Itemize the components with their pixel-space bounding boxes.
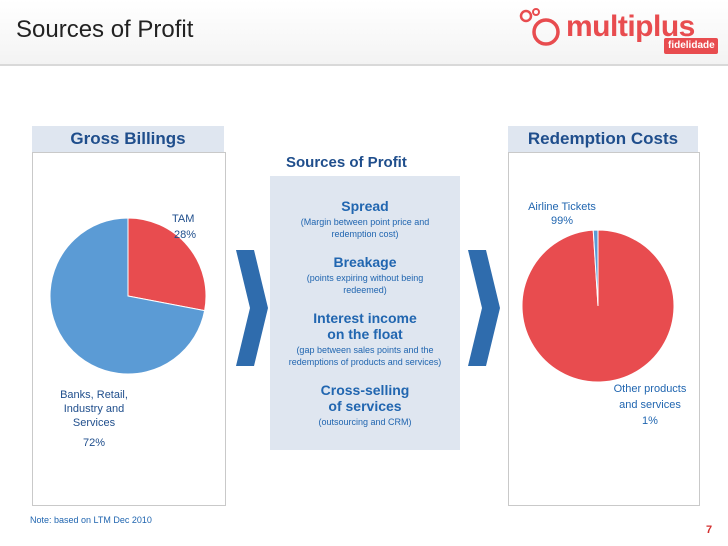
- pie-label-banks: Banks, Retail,: [60, 389, 128, 401]
- logo-circles-icon: [519, 8, 718, 54]
- source-cross-selling: Cross-selling of services (outsourcing a…: [270, 382, 460, 428]
- source-head: Cross-selling: [320, 382, 410, 398]
- source-sub-2: redeemed): [343, 285, 387, 295]
- gross-billings-title: Gross Billings: [32, 126, 224, 152]
- source-head-2: on the float: [327, 326, 403, 342]
- gross-billings-pie: [49, 217, 207, 375]
- pie-label-banks-3: Services: [72, 417, 116, 429]
- source-sub-2: redemptions of products and services): [288, 357, 442, 367]
- source-sub-2: redemption cost): [331, 229, 399, 239]
- pie-label-tam-pct: 28%: [174, 229, 197, 241]
- pie-label-airline-pct: 99%: [550, 215, 574, 227]
- source-head-2: of services: [328, 398, 402, 414]
- center-title: Sources of Profit: [286, 154, 407, 171]
- pie-label-airline: Airline Tickets: [528, 201, 596, 213]
- source-interest: Interest income on the float (gap betwee…: [270, 310, 460, 368]
- source-breakage: Breakage (points expiring without being …: [270, 254, 460, 296]
- pie-slice: [127, 217, 207, 312]
- pie-label-other-2: and services: [619, 399, 681, 411]
- logo-text: multiplus: [566, 10, 695, 43]
- logo-subtext: fidelidade: [668, 40, 715, 51]
- header-divider: [0, 64, 728, 66]
- pie-label-tam: TAM: [172, 213, 195, 225]
- pie-label-banks-2: Industry and: [63, 403, 125, 415]
- right-arrow-icon: [468, 250, 500, 366]
- footnote: Note: based on LTM Dec 2010: [30, 515, 152, 525]
- page-number: 7: [706, 524, 713, 536]
- source-sub: (points expiring without being: [306, 273, 424, 283]
- pie-slice: [49, 217, 206, 375]
- header-bar: [0, 0, 728, 64]
- right-arrow-icon: [236, 250, 268, 366]
- pie-label-other-pct: 1%: [642, 415, 658, 427]
- sources-box: [270, 176, 460, 450]
- source-sub: (outsourcing and CRM): [318, 417, 412, 427]
- pie-label-banks-pct: 72%: [82, 437, 106, 449]
- source-spread: Spread (Margin between point price and r…: [270, 198, 460, 240]
- source-head: Spread: [341, 198, 389, 214]
- redemption-costs-title: Redemption Costs: [508, 126, 698, 152]
- pie-label-other: Other products: [613, 383, 687, 395]
- pie-slice: [592, 229, 599, 307]
- multiplus-logo: multiplus fidelidade: [518, 6, 718, 58]
- page-title: Sources of Profit: [16, 16, 194, 43]
- source-head: Interest income: [313, 310, 417, 326]
- source-head: Breakage: [333, 254, 397, 270]
- source-sub: (Margin between point price and: [300, 217, 430, 227]
- source-sub: (gap between sales points and the: [296, 345, 434, 355]
- redemption-costs-pie: [521, 229, 675, 383]
